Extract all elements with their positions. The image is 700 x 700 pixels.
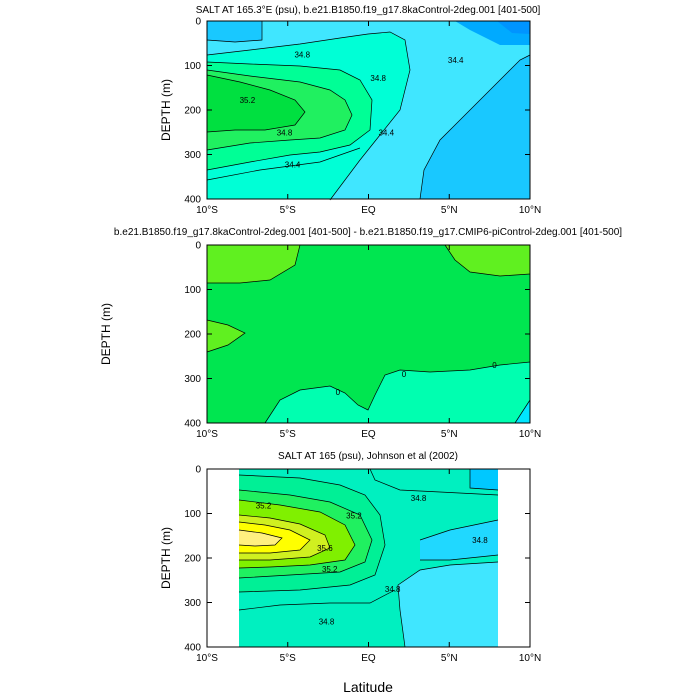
panel-model-salinity: SALT AT 165.3°E (psu), b.e21.B1850.f19_g… [196, 5, 541, 201]
panel3-ytick-label: 400 [184, 643, 201, 654]
panel1-contour-label: 34.8 [294, 50, 310, 59]
panel3-contour-fill [239, 469, 498, 647]
panel1-ytick-label: 100 [184, 61, 201, 72]
panel2-xtick-label: 10°S [196, 429, 218, 440]
panel3-contour-label: 34.8 [319, 618, 335, 627]
panel1-ytick-label: 300 [184, 150, 201, 161]
panel1-contour-lines [206, 21, 531, 201]
panel1-contour-fill [207, 21, 530, 199]
panel1-ytick-label: 400 [184, 195, 201, 206]
panel2-ytick-label: 100 [184, 285, 201, 296]
panel3-contour-label: 34.8 [472, 536, 488, 545]
panel3-contour-lines [238, 468, 499, 648]
x-axis-label: Latitude [343, 679, 393, 695]
panel1-xtick-label: 5°N [441, 205, 458, 216]
panel3-ytick-label: 100 [184, 509, 201, 520]
panel3-xtick-label: 10°N [519, 653, 541, 664]
panel3-contour-label: 34.8 [411, 494, 427, 503]
panel2-xtick-label: EQ [361, 429, 376, 440]
panel3-contour-label: 35.2 [322, 565, 338, 574]
panel1-contour-label: 34.4 [378, 128, 394, 137]
panel1-contour-label: 34.8 [370, 74, 386, 83]
panel2-contour-fill [207, 245, 530, 423]
panel2-contour-lines [206, 244, 531, 424]
panel3-ytick-label: 300 [184, 598, 201, 609]
panel1-contour-label: 35.2 [240, 96, 256, 105]
panel2-ylabel: DEPTH (m) [99, 303, 113, 365]
panel1-ytick-label: 200 [184, 106, 201, 117]
panel1-contour-label: 34.4 [285, 160, 301, 169]
panel3-ytick-label: 200 [184, 554, 201, 565]
panel3-xtick-label: EQ [361, 653, 376, 664]
panel2-xtick-label: 5°N [441, 429, 458, 440]
panel2-ytick-label: 0 [195, 241, 201, 252]
panel3-contour-label: 35.6 [317, 544, 333, 553]
panel2-ytick-label: 400 [184, 419, 201, 430]
panel-difference: b.e21.B1850.f19_g17.8kaControl-2deg.001 … [114, 227, 622, 424]
panel2-xtick-label: 10°N [519, 429, 541, 440]
panel3-ytick-label: 0 [195, 465, 201, 476]
panel2-contour-label: 0 [492, 361, 497, 370]
panel3-xtick-label: 10°S [196, 653, 218, 664]
panel2-title: b.e21.B1850.f19_g17.8kaControl-2deg.001 … [114, 227, 622, 238]
panel-observations: SALT AT 165 (psu), Johnson et al (2002) [206, 451, 531, 648]
panel1-xtick-label: 10°N [519, 205, 541, 216]
panel2-contour-label: 0 [336, 388, 341, 397]
panel3-ylabel: DEPTH (m) [159, 527, 173, 589]
panel1-contour-label: 34.4 [448, 56, 464, 65]
panel3-xtick-label: 5°S [280, 653, 297, 664]
panel1-xtick-label: 5°S [280, 205, 297, 216]
panel3-contour-label: 34.8 [385, 585, 401, 594]
panel2-ytick-label: 200 [184, 330, 201, 341]
panel3-contour-label: 35.2 [346, 512, 362, 521]
panel1-xtick-label: EQ [361, 205, 376, 216]
panel1-contour-labels: 34.8 35.2 34.8 34.4 34.8 34.4 34.4 [240, 50, 464, 169]
panel1-title: SALT AT 165.3°E (psu), b.e21.B1850.f19_g… [196, 5, 541, 16]
panel3-title: SALT AT 165 (psu), Johnson et al (2002) [278, 451, 458, 462]
panel2-xtick-label: 5°S [280, 429, 297, 440]
panel1-ytick-label: 0 [195, 17, 201, 28]
panel3-xtick-label: 5°N [441, 653, 458, 664]
panel1-contour-label: 34.8 [277, 128, 293, 137]
panel2-ytick-label: 300 [184, 374, 201, 385]
panel1-ylabel: DEPTH (m) [159, 79, 173, 141]
panel2-contour-labels: 0 0 0 [336, 361, 498, 397]
panel3-contour-label: 35.2 [256, 501, 272, 510]
panel1-xtick-label: 10°S [196, 205, 218, 216]
panel3-contour-labels: 35.2 35.2 34.8 35.6 35.2 34.8 34.8 34.8 [256, 494, 489, 627]
panel2-contour-label: 0 [402, 370, 407, 379]
